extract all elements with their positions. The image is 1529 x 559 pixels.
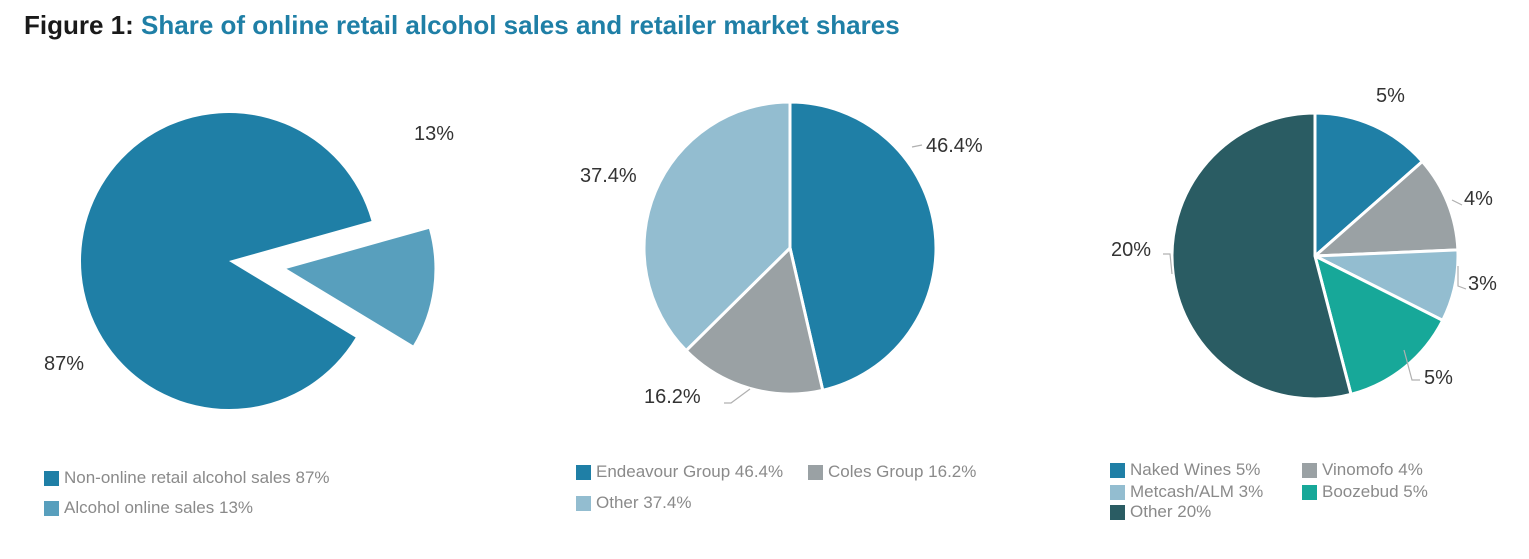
legend-item: Coles Group 16.2% bbox=[808, 462, 976, 482]
legend-swatch bbox=[808, 464, 823, 480]
data-label: 13% bbox=[414, 123, 454, 145]
legend-item: Metcash/ALM 3% bbox=[1110, 482, 1263, 502]
legend-swatch bbox=[576, 495, 591, 511]
legend-swatch bbox=[1110, 504, 1125, 520]
legend-item: Naked Wines 5% bbox=[1110, 460, 1260, 480]
legend-item: Alcohol online sales 13% bbox=[44, 498, 253, 518]
legend-swatch bbox=[1110, 484, 1125, 500]
legend-swatch bbox=[1302, 484, 1317, 500]
pie-slice-alcohol-online-sales bbox=[286, 228, 435, 346]
data-label: 87% bbox=[44, 353, 84, 375]
legend-label: Alcohol online sales 13% bbox=[64, 498, 254, 517]
figure-title: Figure 1: Share of online retail alcohol… bbox=[24, 10, 900, 41]
pie-online-retailer-share: 5% 4% 3% 5% 20% bbox=[1111, 85, 1497, 401]
data-label: 5% bbox=[1424, 367, 1453, 389]
legend-swatch bbox=[44, 500, 59, 516]
figure-heading: Share of online retail alcohol sales and… bbox=[141, 10, 900, 40]
leader-line bbox=[911, 144, 923, 148]
leader-line bbox=[1163, 253, 1173, 275]
legend-label: Other 37.4% bbox=[596, 493, 692, 512]
legend-swatch bbox=[1110, 462, 1125, 478]
legend-label: Endeavour Group 46.4% bbox=[596, 462, 784, 481]
legend-item: Endeavour Group 46.4% bbox=[576, 462, 783, 482]
legend-swatch bbox=[44, 470, 59, 486]
legend-label: Metcash/ALM 3% bbox=[1130, 482, 1264, 501]
pie-slice-endeavour-group bbox=[788, 100, 938, 393]
pie-retailer-share: 46.4% 16.2% 37.4% bbox=[580, 100, 983, 408]
legend-label: Naked Wines 5% bbox=[1130, 460, 1261, 479]
data-label: 3% bbox=[1468, 273, 1497, 295]
leader-line bbox=[1403, 349, 1420, 381]
legend-swatch bbox=[576, 464, 591, 480]
pie-online-share: 87% 13% bbox=[44, 113, 454, 410]
legend-label: Coles Group 16.2% bbox=[828, 462, 977, 481]
legend-label: Other 20% bbox=[1130, 502, 1212, 521]
pie-slice-other bbox=[1170, 111, 1353, 401]
leader-line bbox=[1457, 266, 1467, 290]
legend-label: Non-online retail alcohol sales 87% bbox=[64, 468, 330, 487]
pie-slice-other bbox=[642, 100, 792, 353]
leader-line bbox=[1451, 199, 1463, 206]
legend-item: Other 20% bbox=[1110, 502, 1211, 522]
pie-slice-naked-wines bbox=[1313, 111, 1425, 260]
data-label: 37.4% bbox=[580, 165, 637, 187]
figure-number: Figure 1: bbox=[24, 10, 134, 40]
pie-slice-boozebud bbox=[1312, 253, 1445, 397]
legend-label: Boozebud 5% bbox=[1322, 482, 1428, 501]
pie-slice-non-online-retail-alcohol-sales bbox=[81, 113, 372, 410]
legend-label: Vinomofo 4% bbox=[1322, 460, 1423, 479]
data-label: 4% bbox=[1464, 188, 1493, 210]
pie-slice-vinomofo bbox=[1310, 159, 1460, 258]
leader-line bbox=[724, 388, 751, 404]
legend-item: Boozebud 5% bbox=[1302, 482, 1428, 502]
data-label: 46.4% bbox=[926, 135, 983, 157]
legend-item: Vinomofo 4% bbox=[1302, 460, 1423, 480]
legend-item: Non-online retail alcohol sales 87% bbox=[44, 468, 330, 488]
legend-swatch bbox=[1302, 462, 1317, 478]
data-label: 5% bbox=[1376, 85, 1405, 107]
data-label: 16.2% bbox=[644, 386, 701, 408]
legend-item: Other 37.4% bbox=[576, 493, 691, 513]
pie-slice-coles-group bbox=[683, 245, 825, 396]
data-label: 20% bbox=[1111, 239, 1151, 261]
